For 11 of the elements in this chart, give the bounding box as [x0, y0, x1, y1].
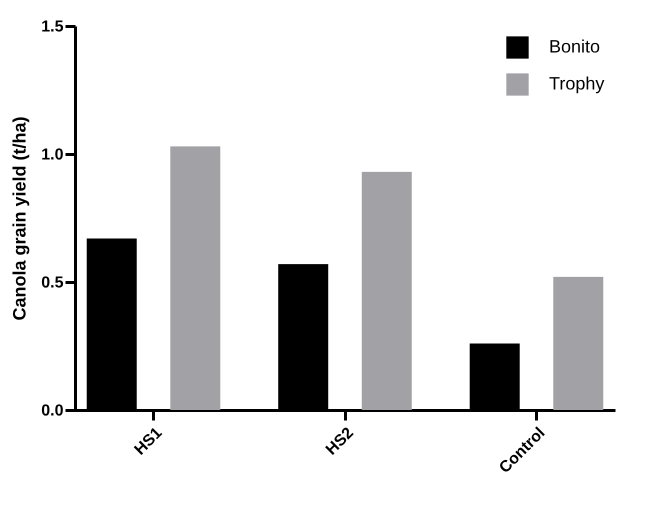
y-tick-label: 0.5 — [41, 274, 64, 292]
y-tick-label: 1.0 — [41, 146, 64, 164]
bar — [362, 172, 412, 410]
bar — [170, 146, 220, 410]
y-axis-title: Canola grain yield (t/ha) — [9, 116, 30, 321]
y-tick-label: 1.5 — [41, 18, 64, 36]
legend-label: Trophy — [549, 74, 604, 94]
bar — [553, 276, 604, 410]
legend-label: Bonito — [549, 36, 600, 56]
y-tick-label: 0.0 — [41, 402, 64, 420]
x-tick-label: HS1 — [132, 424, 166, 459]
